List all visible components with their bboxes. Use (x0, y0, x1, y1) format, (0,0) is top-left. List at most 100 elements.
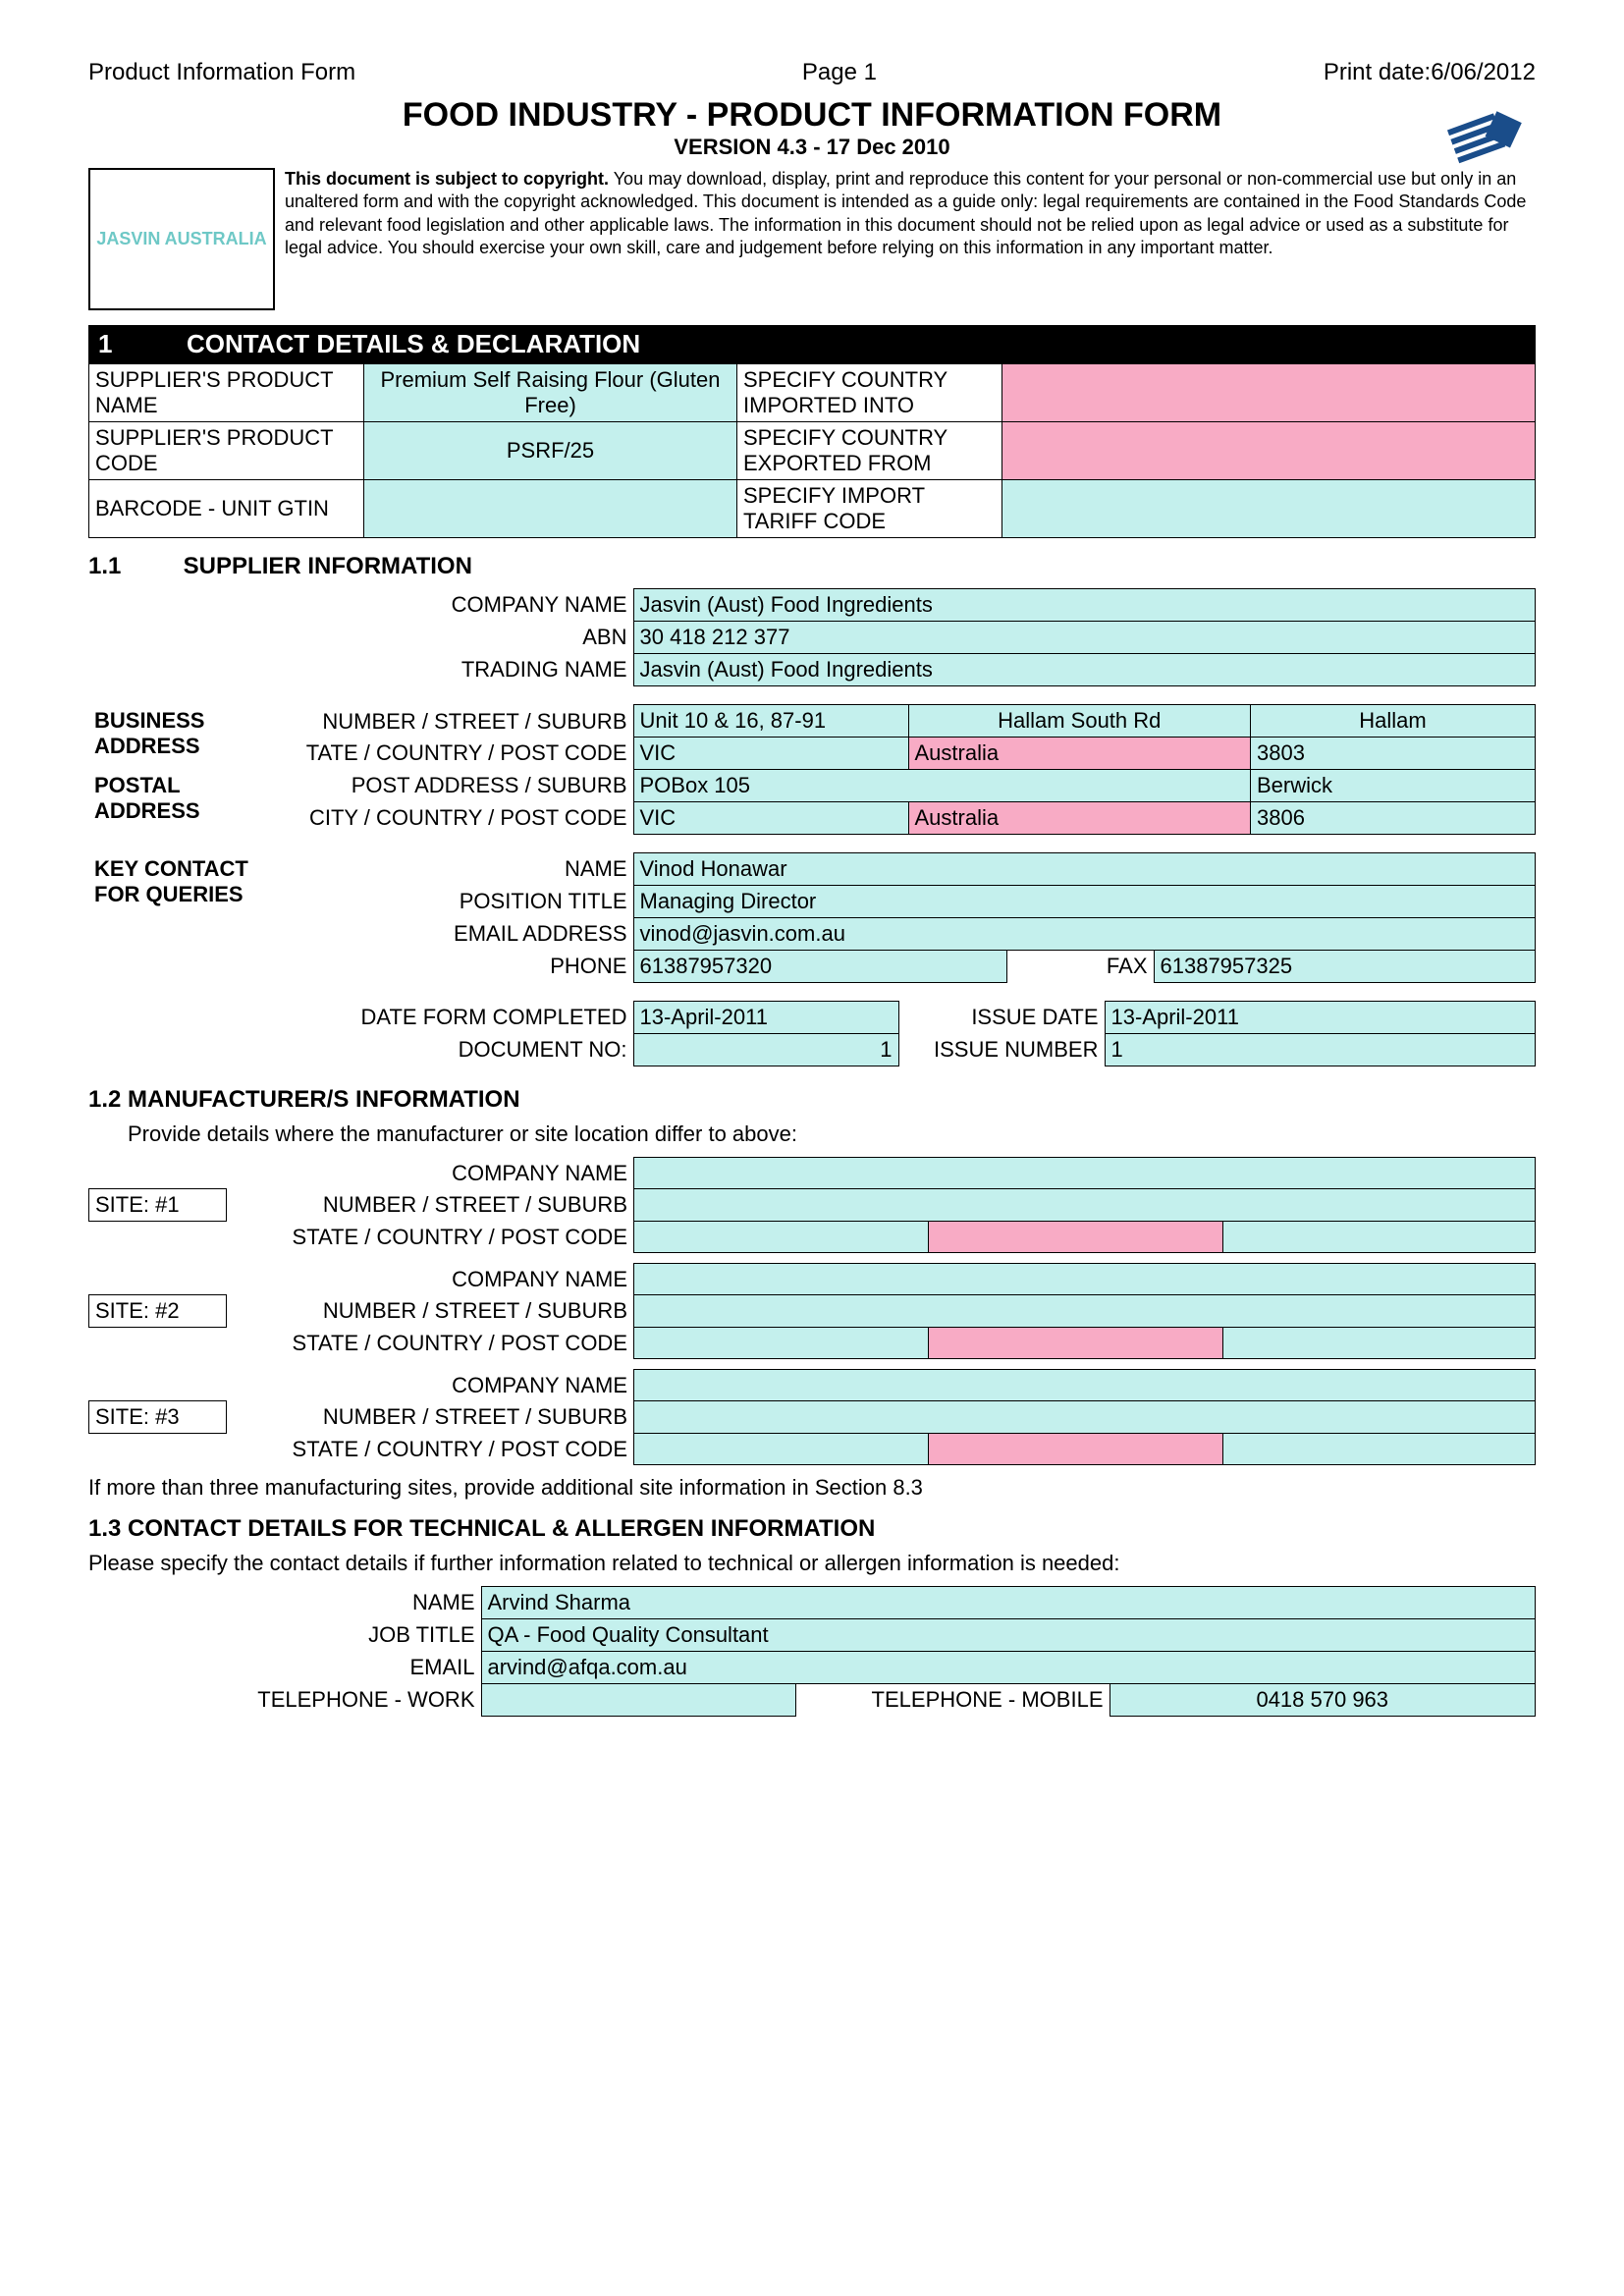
site3-label-state: STATE / COUNTRY / POST CODE (227, 1434, 634, 1465)
contact-email[interactable]: vinod@jasvin.com.au (633, 918, 1536, 951)
section-1-1-heading: 1.1 SUPPLIER INFORMATION (88, 553, 1536, 580)
issue-date[interactable]: 13-April-2011 (1105, 1002, 1536, 1034)
label-number-street: NUMBER / STREET / SUBURB (255, 705, 633, 738)
biz-suburb[interactable]: Hallam (1251, 705, 1536, 738)
contact-fax[interactable]: 61387957325 (1154, 951, 1536, 983)
tech-email[interactable]: arvind@afqa.com.au (481, 1652, 1536, 1684)
contact-position[interactable]: Managing Director (633, 886, 1536, 918)
tariff-field[interactable] (1002, 480, 1536, 538)
label-phone: PHONE (304, 951, 633, 983)
post-country[interactable]: Australia (908, 802, 1251, 835)
label-trading: TRADING NAME (88, 654, 633, 686)
section-1-2-heading: 1.2 MANUFACTURER/S INFORMATION (88, 1086, 1536, 1114)
tel-mob[interactable]: 0418 570 963 (1110, 1684, 1536, 1717)
site3-label-street: NUMBER / STREET / SUBURB (227, 1401, 634, 1434)
country-export-field[interactable] (1002, 422, 1536, 480)
site2-country[interactable] (929, 1328, 1223, 1359)
label-fax: FAX (1006, 951, 1154, 983)
label-country-import: SPECIFY COUNTRY IMPORTED INTO (737, 364, 1002, 422)
page-header: Product Information Form Page 1 Print da… (88, 59, 1536, 86)
section-1-2-note: Provide details where the manufacturer o… (128, 1121, 1536, 1147)
doc-no[interactable]: 1 (633, 1034, 898, 1066)
barcode-field[interactable] (364, 480, 737, 538)
site2-label-company: COMPANY NAME (227, 1264, 634, 1295)
site1-street[interactable] (634, 1189, 1536, 1222)
header-block: JASVIN AUSTRALIA This document is subjec… (88, 168, 1536, 310)
abn[interactable]: 30 418 212 377 (633, 622, 1536, 654)
afgc-logo (1428, 99, 1536, 178)
sites-wrapper: COMPANY NAME SITE: #1 NUMBER / STREET / … (88, 1157, 1536, 1465)
site3-post[interactable] (1223, 1434, 1536, 1465)
issue-no[interactable]: 1 (1105, 1034, 1536, 1066)
site-1-block: COMPANY NAME SITE: #1 NUMBER / STREET / … (88, 1157, 1536, 1253)
label-state-country: TATE / COUNTRY / POST CODE (255, 738, 633, 770)
label-date-completed: DATE FORM COMPLETED (88, 1002, 633, 1034)
label-tech-email: EMAIL (88, 1652, 481, 1684)
site3-country[interactable] (929, 1434, 1223, 1465)
site1-post[interactable] (1223, 1222, 1536, 1253)
section-1-bar: 1 CONTACT DETAILS & DECLARATION (88, 325, 1536, 363)
contact-name[interactable]: Vinod Honawar (633, 853, 1536, 886)
label-post-addr: POST ADDRESS / SUBURB (255, 770, 633, 802)
site2-company[interactable] (634, 1264, 1536, 1295)
site3-label: SITE: #3 (89, 1401, 227, 1434)
business-address-table: BUSINESS ADDRESS NUMBER / STREET / SUBUR… (88, 704, 1536, 835)
label-issue-no: ISSUE NUMBER (898, 1034, 1105, 1066)
label-email: EMAIL ADDRESS (304, 918, 633, 951)
main-title: FOOD INDUSTRY - PRODUCT INFORMATION FORM (88, 96, 1536, 135)
date-completed[interactable]: 13-April-2011 (633, 1002, 898, 1034)
site3-state[interactable] (634, 1434, 929, 1465)
label-business-address: BUSINESS ADDRESS (88, 705, 255, 770)
company-name[interactable]: Jasvin (Aust) Food Ingredients (633, 589, 1536, 622)
tech-job[interactable]: QA - Food Quality Consultant (481, 1619, 1536, 1652)
post-post[interactable]: 3806 (1251, 802, 1536, 835)
biz-state[interactable]: VIC (633, 738, 908, 770)
label-city-country: CITY / COUNTRY / POST CODE (255, 802, 633, 835)
label-job-title: JOB TITLE (88, 1619, 481, 1652)
site2-label: SITE: #2 (89, 1295, 227, 1328)
site2-street[interactable] (634, 1295, 1536, 1328)
country-import-field[interactable] (1002, 364, 1536, 422)
site2-post[interactable] (1223, 1328, 1536, 1359)
supplier-company-table: COMPANY NAME Jasvin (Aust) Food Ingredie… (88, 588, 1536, 686)
version-line: VERSION 4.3 - 17 Dec 2010 (88, 135, 1536, 160)
label-doc-no: DOCUMENT NO: (88, 1034, 633, 1066)
dates-table: DATE FORM COMPLETED 13-April-2011 ISSUE … (88, 1001, 1536, 1066)
label-postal-address: POSTAL ADDRESS (88, 770, 255, 835)
site2-state[interactable] (634, 1328, 929, 1359)
biz-country[interactable]: Australia (908, 738, 1251, 770)
label-country-export: SPECIFY COUNTRY EXPORTED FROM (737, 422, 1002, 480)
site1-state[interactable] (634, 1222, 929, 1253)
site1-label-company: COMPANY NAME (227, 1158, 634, 1189)
site1-company[interactable] (634, 1158, 1536, 1189)
biz-street[interactable]: Hallam South Rd (908, 705, 1251, 738)
site3-street[interactable] (634, 1401, 1536, 1434)
site1-country[interactable] (929, 1222, 1223, 1253)
label-contact-name: NAME (304, 853, 633, 886)
product-name[interactable]: Premium Self Raising Flour (Gluten Free) (364, 364, 737, 422)
label-position: POSITION TITLE (304, 886, 633, 918)
site-3-block: COMPANY NAME SITE: #3 NUMBER / STREET / … (88, 1369, 1536, 1465)
site-2-block: COMPANY NAME SITE: #2 NUMBER / STREET / … (88, 1263, 1536, 1359)
site2-label-street: NUMBER / STREET / SUBURB (227, 1295, 634, 1328)
post-suburb[interactable]: Berwick (1251, 770, 1536, 802)
label-tel-work: TELEPHONE - WORK (88, 1684, 481, 1717)
contact-phone[interactable]: 61387957320 (633, 951, 1006, 983)
post-box[interactable]: POBox 105 (633, 770, 1251, 802)
post-state[interactable]: VIC (633, 802, 908, 835)
site3-label-company: COMPANY NAME (227, 1370, 634, 1401)
product-table: SUPPLIER'S PRODUCT NAME Premium Self Rai… (88, 363, 1536, 538)
site3-company[interactable] (634, 1370, 1536, 1401)
biz-post[interactable]: 3803 (1251, 738, 1536, 770)
section-1-3-heading: 1.3 CONTACT DETAILS FOR TECHNICAL & ALLE… (88, 1515, 1536, 1543)
biz-unit[interactable]: Unit 10 & 16, 87-91 (633, 705, 908, 738)
trading-name[interactable]: Jasvin (Aust) Food Ingredients (633, 654, 1536, 686)
label-abn: ABN (88, 622, 633, 654)
header-center: Page 1 (802, 59, 877, 86)
product-code[interactable]: PSRF/25 (364, 422, 737, 480)
header-right: Print date:6/06/2012 (1324, 59, 1536, 86)
tel-work[interactable] (481, 1684, 795, 1717)
label-tariff: SPECIFY IMPORT TARIFF CODE (737, 480, 1002, 538)
tech-name[interactable]: Arvind Sharma (481, 1587, 1536, 1619)
label-product-name: SUPPLIER'S PRODUCT NAME (89, 364, 364, 422)
